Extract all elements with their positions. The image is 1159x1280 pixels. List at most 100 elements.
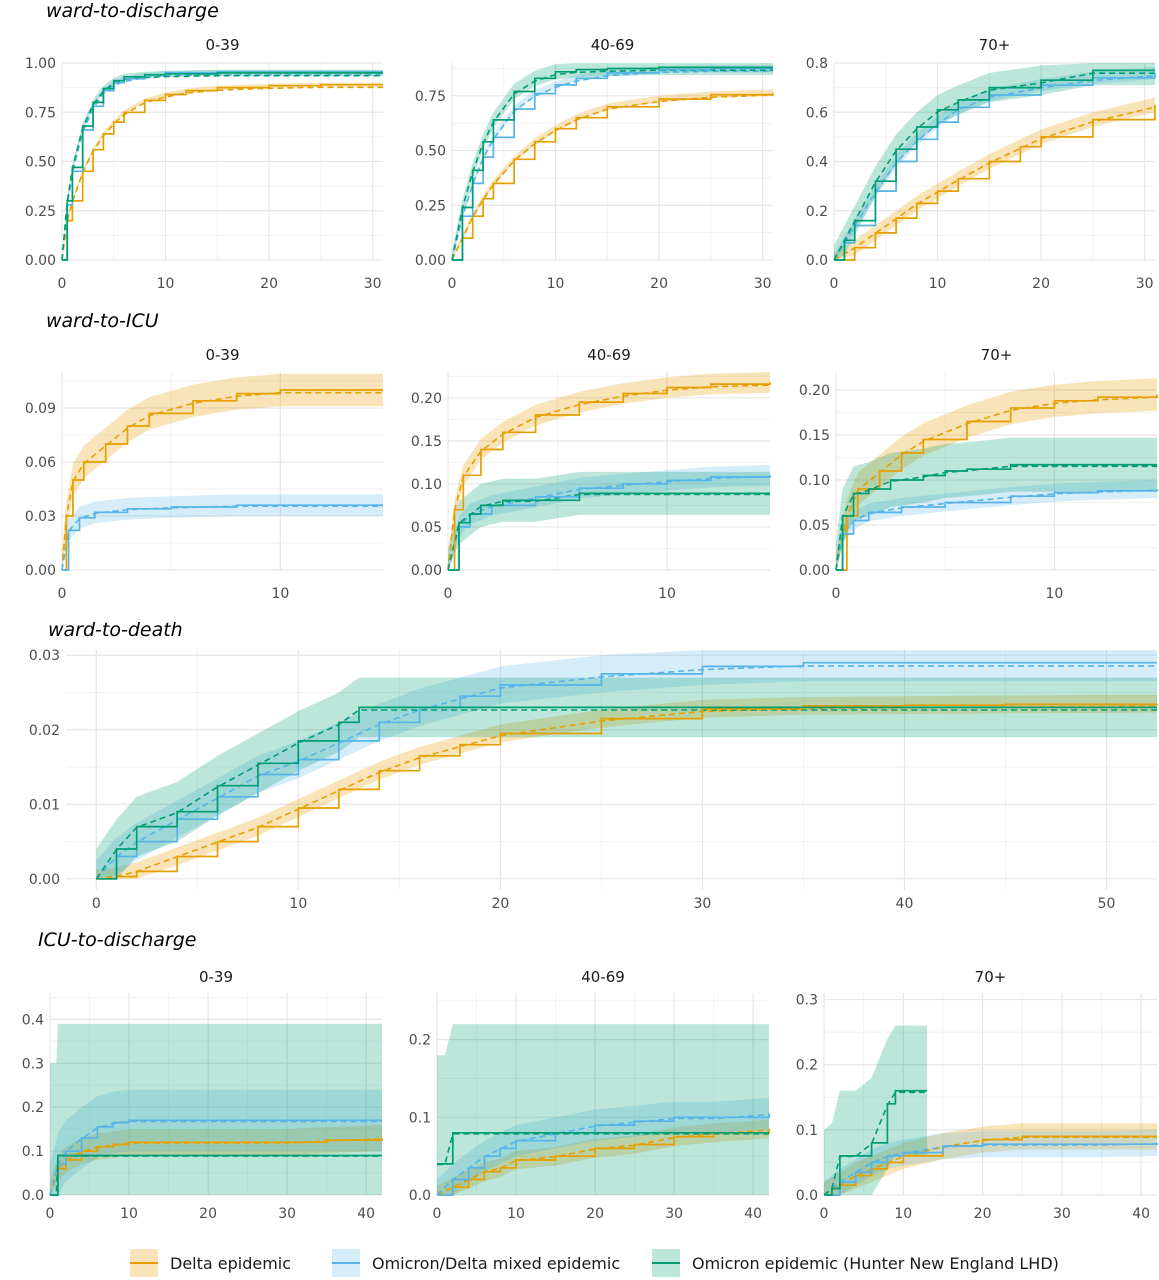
panel-ward-to-icu-0-39: 0-39 0 10 0.00 0.03 0.06 0.09	[25, 346, 383, 602]
observed-line-mixed	[62, 504, 383, 571]
fitted-line-mixed	[823, 1142, 1158, 1196]
fitted-line-mixed	[833, 74, 1156, 261]
x-tick-label: 10	[271, 586, 289, 602]
panel-strip-label: 40-69	[591, 36, 635, 54]
y-tick-label: 0.00	[799, 563, 830, 579]
panel-ward-to-discharge-70+: 70+ 0 10 20 30 0.0 0.2 0.4 0.6 0.8	[806, 36, 1156, 292]
ribbon-omicron	[824, 1025, 928, 1195]
ribbon-mixed	[448, 465, 770, 570]
panel-icu-to-discharge-40-69: 40-69 0 10 20 30 40 0.0 0.1 0.2	[409, 968, 770, 1222]
x-tick-label: 10	[1045, 586, 1063, 602]
ribbon-mixed	[824, 1129, 1157, 1195]
panel-ward-to-icu-40-69: 40-69 0 10 0.00 0.05 0.10 0.15 0.20	[411, 346, 771, 602]
y-tick-label: 0.02	[29, 723, 60, 739]
ribbon-omicron	[448, 471, 770, 570]
y-tick-label: 0.2	[806, 204, 828, 220]
fitted-line-omicron	[451, 69, 773, 261]
fitted-line-delta	[61, 391, 383, 571]
y-tick-label: 0.2	[409, 1033, 431, 1049]
x-tick-label: 20	[586, 1206, 604, 1222]
x-tick-label: 40	[896, 896, 914, 912]
observed-line-omicron	[96, 706, 1157, 880]
legend: Delta epidemic Omicron/Delta mixed epidem…	[130, 1249, 1059, 1277]
ribbon-omicron	[96, 677, 1157, 879]
x-tick-label: 0	[58, 586, 67, 602]
observed-line-mixed	[50, 1119, 382, 1196]
x-tick-label: 50	[1098, 896, 1116, 912]
ribbon-mixed	[96, 650, 1157, 879]
y-tick-label: 0.1	[409, 1110, 431, 1126]
y-tick-label: 0.50	[25, 155, 56, 171]
y-tick-label: 0.09	[25, 401, 56, 417]
panel-ward-to-discharge-40-69: 40-69 0 10 20 30 0.00 0.25 0.50 0.75	[415, 36, 774, 292]
x-tick-label: 30	[1053, 1206, 1071, 1222]
observed-line-delta	[62, 389, 383, 571]
fitted-line-omicron	[823, 1091, 928, 1196]
panel-icu-to-discharge-0-39: 0-39 0 10 20 30 40 0.0 0.1 0.2 0.3 0.4	[22, 968, 383, 1222]
x-tick-label: 0	[444, 586, 453, 602]
y-tick-label: 0.2	[796, 1058, 818, 1074]
y-tick-label: 0.01	[29, 797, 60, 813]
x-tick-label: 10	[157, 276, 175, 292]
fitted-line-omicron	[447, 493, 770, 571]
y-tick-label: 0.1	[22, 1144, 44, 1160]
y-tick-label: 0.6	[806, 105, 828, 121]
observed-line-mixed	[836, 489, 1158, 571]
x-tick-label: 20	[1032, 276, 1050, 292]
y-tick-label: 0.00	[25, 253, 56, 269]
x-tick-label: 0	[830, 276, 839, 292]
fitted-line-omicron	[437, 1133, 769, 1166]
x-tick-label: 40	[1132, 1206, 1150, 1222]
y-tick-label: 0.15	[411, 434, 442, 450]
ribbon-delta	[96, 694, 1157, 879]
x-tick-label: 10	[547, 276, 565, 292]
x-tick-label: 40	[357, 1206, 375, 1222]
observed-line-delta	[824, 1135, 1157, 1196]
observed-line-mixed	[824, 1142, 1158, 1196]
observed-line-omicron	[437, 1131, 769, 1165]
x-tick-label: 30	[1136, 276, 1154, 292]
x-tick-label: 30	[665, 1206, 683, 1222]
panel-ward-to-icu-70+: 70+ 0 10 0.00 0.05 0.10 0.15 0.20	[799, 346, 1158, 602]
legend-item-omicron: Omicron epidemic (Hunter New England LHD…	[652, 1249, 1059, 1277]
y-tick-label: 0.0	[796, 1188, 818, 1204]
row-title: ICU-to-discharge	[38, 929, 197, 951]
observed-line-omicron	[452, 66, 773, 261]
y-tick-label: 0.00	[415, 253, 446, 269]
panel-ward-to-death-all: 0 10 20 30 40 50 0.00 0.01 0.02 0.03	[29, 648, 1158, 912]
fitted-line-omicron	[61, 74, 383, 261]
ribbon-delta	[62, 82, 383, 260]
observed-line-delta	[437, 1129, 770, 1196]
x-tick-label: 30	[278, 1206, 296, 1222]
panel-strip-label: 0-39	[205, 346, 239, 364]
x-tick-label: 10	[289, 896, 307, 912]
x-tick-label: 0	[832, 586, 841, 602]
fitted-line-mixed	[61, 73, 383, 261]
y-tick-label: 0.20	[411, 391, 442, 407]
row-title: ward-to-ICU	[46, 310, 159, 332]
legend-item-delta: Delta epidemic	[130, 1249, 291, 1277]
ribbon-mixed	[834, 66, 1155, 260]
y-tick-label: 0.4	[806, 155, 828, 171]
x-tick-label: 20	[199, 1206, 217, 1222]
y-tick-label: 0.05	[411, 520, 442, 536]
ribbon-mixed	[62, 494, 383, 570]
x-tick-label: 40	[744, 1206, 762, 1222]
observed-line-omicron	[824, 1089, 928, 1196]
y-tick-label: 0.75	[415, 89, 446, 105]
x-tick-label: 0	[92, 896, 101, 912]
ribbon-delta	[834, 97, 1155, 260]
y-tick-label: 0.1	[796, 1123, 818, 1139]
ribbon-omicron	[62, 69, 383, 261]
x-tick-label: 10	[658, 586, 676, 602]
fitted-line-mixed	[451, 70, 773, 261]
observed-line-delta	[834, 104, 1156, 261]
y-tick-label: 0.4	[22, 1012, 44, 1028]
y-tick-label: 0.25	[415, 198, 446, 214]
y-tick-label: 0.03	[25, 509, 56, 525]
ribbon-mixed	[437, 1097, 769, 1195]
row-title: ward-to-discharge	[46, 0, 219, 22]
x-tick-label: 0	[58, 276, 67, 292]
